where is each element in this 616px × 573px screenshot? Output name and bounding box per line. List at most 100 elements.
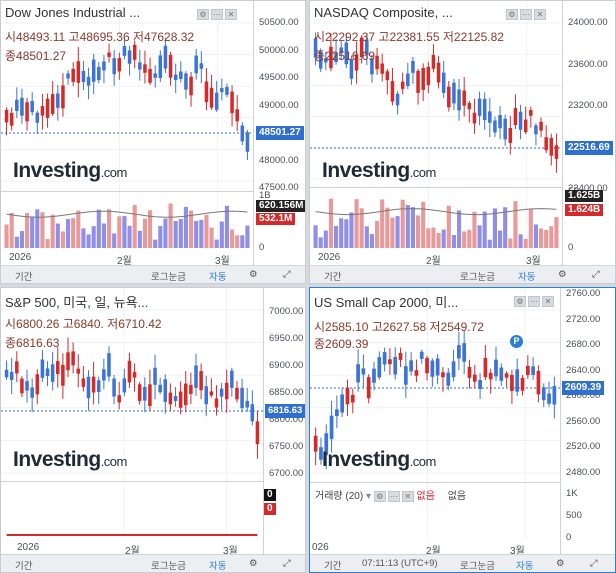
candle-body [457, 345, 461, 359]
log-scale-button[interactable]: 로그눈금 [151, 272, 186, 283]
volume-bar [132, 204, 137, 248]
expand-icon[interactable]: ⤢ [283, 269, 291, 280]
auto-scale-button[interactable]: 자동 [516, 561, 534, 572]
event-marker[interactable]: P [510, 335, 523, 348]
candle-body [9, 371, 14, 381]
volume-bar [390, 217, 395, 248]
chart-title: US Small Cap 2000, 미... [314, 295, 459, 310]
gear-icon[interactable]: ⚙ [556, 558, 565, 569]
candles-spx[interactable] [1, 288, 263, 556]
candle-body [498, 115, 502, 129]
chart-panel-dji[interactable]: 50500.0050000.0049500.0049000.0048500.00… [0, 0, 306, 284]
investing-watermark: Investing.com [13, 448, 127, 471]
candles-dji[interactable] [1, 1, 253, 265]
candle-body [344, 42, 349, 65]
candle-body [345, 387, 350, 405]
chart-panel-spx[interactable]: 7000.00 6950.00 6900.00 6850.00 6800.00 6750.… [0, 287, 306, 573]
volume-bar [344, 219, 349, 248]
close-icon[interactable]: ✕ [542, 296, 554, 307]
candle-body [235, 109, 239, 122]
candle-body [86, 76, 91, 86]
pane-divider[interactable] [1, 481, 263, 482]
expand-icon[interactable]: ⤢ [283, 558, 291, 569]
volume-bar [19, 231, 24, 248]
candle-body [419, 351, 424, 359]
auto-scale-button[interactable]: 자동 [209, 561, 227, 572]
candle-body [350, 394, 355, 403]
candle-body [86, 376, 91, 399]
last-price-tag: 22516.69 [565, 141, 613, 155]
candle-body [313, 435, 318, 452]
period-button[interactable]: 기간 [15, 561, 33, 572]
expand-icon[interactable]: ⤢ [590, 558, 598, 569]
candle-body [356, 364, 360, 383]
price-axis[interactable]: 2760.00 2720.00 2680.00 2640.00 2600.00 2560.… [560, 288, 615, 556]
chart-panel-rut[interactable]: 2760.00 2720.00 2680.00 2640.00 2600.00 2560.… [309, 287, 616, 573]
close-icon[interactable]: ✕ [401, 490, 414, 502]
candle-body [488, 111, 492, 123]
candle-body [148, 384, 152, 407]
chevron-down-icon[interactable]: ▾ [365, 491, 371, 502]
candle-body [398, 352, 403, 360]
settings-icon[interactable]: ⚙ [197, 9, 209, 20]
more-icon[interactable]: ⋯ [387, 490, 400, 502]
candle-body [61, 85, 65, 109]
period-button[interactable]: 기간 [15, 272, 33, 283]
date-label: 2026 [9, 252, 32, 263]
volume-bar [395, 216, 400, 248]
more-icon[interactable]: ⋯ [528, 296, 540, 307]
period-button[interactable]: 기간 [324, 272, 342, 283]
ohlc-values: 시2585.10 고2627.58 저2549.72 [314, 320, 484, 334]
candle-body [9, 112, 14, 126]
period-button[interactable]: 기간 [324, 561, 342, 572]
more-icon[interactable]: ⋯ [520, 9, 532, 20]
pane-divider[interactable] [310, 482, 560, 483]
candle-body [117, 58, 122, 72]
volume-bar [55, 223, 60, 248]
candles-ixic[interactable] [310, 1, 562, 265]
gear-icon[interactable]: ⚙ [249, 558, 258, 569]
candle-body [366, 377, 371, 399]
pane-divider[interactable] [1, 191, 253, 192]
auto-scale-button[interactable]: 자동 [209, 272, 227, 283]
volume-bar [436, 232, 441, 248]
candle-body [148, 69, 152, 83]
auto-scale-button[interactable]: 자동 [518, 272, 536, 283]
price-axis[interactable]: 7000.00 6950.00 6900.00 6850.00 6800.00 6750.… [263, 288, 305, 556]
candle-body [184, 383, 188, 406]
candle-body [209, 87, 214, 108]
settings-icon[interactable]: ⚙ [506, 9, 518, 20]
volume-bar [9, 212, 14, 248]
volume-bar [457, 210, 462, 248]
price-axis[interactable]: 24000.0023600.0023200.0022800.0022400.00… [562, 1, 615, 265]
settings-icon[interactable]: ⚙ [373, 490, 386, 502]
candle-body [361, 368, 366, 375]
log-scale-button[interactable]: 로그눈금 [151, 561, 186, 572]
log-scale-button[interactable]: 로그눈금 [460, 272, 495, 283]
candle-body [508, 127, 513, 143]
chart-title: Dow Jones Industrial ... [5, 5, 141, 20]
volume-tick: 0 [568, 242, 574, 253]
expand-icon[interactable]: ⤢ [592, 269, 600, 280]
candle-body [372, 368, 376, 383]
date-label: 2026 [318, 252, 341, 263]
log-scale-button[interactable]: 로그눈금 [460, 561, 495, 572]
pane-divider[interactable] [310, 187, 562, 188]
gear-icon[interactable]: ⚙ [249, 269, 258, 280]
candle-body [494, 359, 498, 377]
last-price-tag: 2609.39 [562, 381, 605, 395]
close-icon[interactable]: ✕ [225, 9, 237, 20]
candle-body [184, 73, 188, 90]
volume-bar [127, 225, 132, 248]
candles-rut[interactable] [310, 288, 560, 556]
title-buttons: ⚙ ⋯ ✕ [506, 9, 546, 20]
candle-body [335, 409, 339, 417]
more-icon[interactable]: ⋯ [211, 9, 223, 20]
settings-icon[interactable]: ⚙ [514, 296, 526, 307]
gear-icon[interactable]: ⚙ [558, 269, 567, 280]
chart-title: S&P 500, 미국, 일, 뉴욕... [5, 295, 149, 310]
close-icon[interactable]: ✕ [534, 9, 546, 20]
chart-panel-ixic[interactable]: 24000.0023600.0023200.0022800.0022400.00… [309, 0, 616, 284]
candle-body [385, 71, 390, 81]
volume-bar [313, 225, 318, 248]
